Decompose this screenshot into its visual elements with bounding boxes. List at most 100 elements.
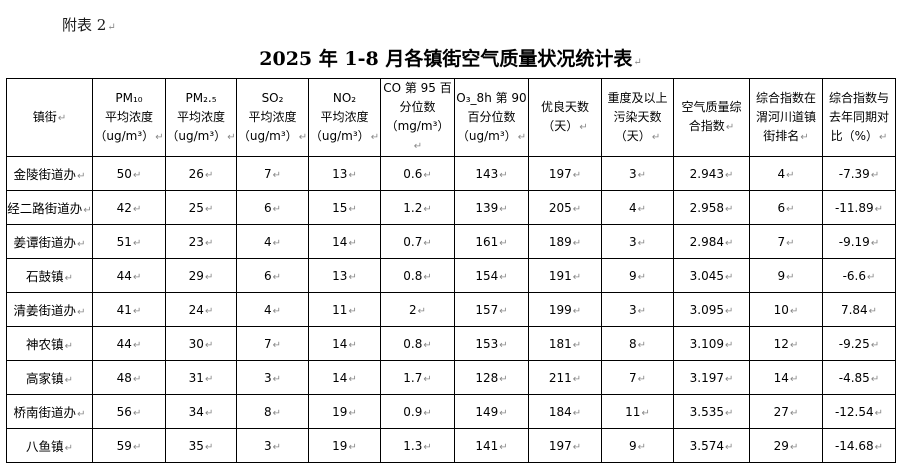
value-cell: 25 (165, 190, 237, 225)
value-cell: 29 (749, 428, 823, 463)
value-cell: -12.54 (822, 394, 896, 429)
table-row: 姜谭街道办51234140.716118932.9847-9.19 (6, 224, 896, 259)
value-cell: 8 (601, 326, 674, 361)
column-header: CO 第 95 百分位数 （mg/m³） (380, 78, 455, 157)
value-cell: 0.8 (380, 326, 455, 361)
column-header-line: 比（%） (823, 127, 895, 147)
value-cell: -6.6 (822, 258, 896, 293)
value-cell: 3 (601, 224, 674, 259)
column-header-line: NO₂ (332, 90, 357, 105)
column-header-line: 平均浓度 (104, 109, 153, 124)
column-header-line: （天） (602, 127, 673, 147)
appendix-label: 附表 2 (62, 14, 116, 35)
table-row: 高家镇48313141.712821173.19714-4.85 (6, 360, 896, 395)
column-header-line: 分位数 (399, 100, 436, 114)
value-cell: 7 (236, 326, 309, 361)
value-cell: 3.095 (673, 292, 750, 327)
column-header: 镇街 (6, 78, 93, 157)
value-cell: 3 (236, 428, 309, 463)
value-cell: 44 (92, 326, 166, 361)
column-header-line: （ug/m³） (455, 127, 528, 147)
value-cell: 27 (749, 394, 823, 429)
column-header-line: PM₁₀ (115, 90, 143, 105)
value-cell: 2.984 (673, 224, 750, 259)
value-cell: 10 (749, 292, 823, 327)
value-cell: -9.25 (822, 326, 896, 361)
table-row: 桥南街道办56348190.9149184113.53527-12.54 (6, 394, 896, 429)
value-cell: 11 (601, 394, 674, 429)
column-header: NO₂ 平均浓度 （ug/m³） (308, 78, 381, 157)
value-cell: 19 (308, 428, 381, 463)
value-cell: 12 (749, 326, 823, 361)
column-header: O₃_8h 第 90 百分位数 （ug/m³） (454, 78, 529, 157)
value-cell: 181 (528, 326, 602, 361)
value-cell: 35 (165, 428, 237, 463)
value-cell: 1.2 (380, 190, 455, 225)
value-cell: 153 (454, 326, 529, 361)
column-header-line: （ug/m³） (237, 127, 308, 147)
value-cell: 6 (236, 190, 309, 225)
value-cell: 7 (236, 156, 309, 191)
air-quality-table: 镇街 PM₁₀ 平均浓度 （ug/m³） PM₂.₅ 平均浓度 （ug/m³） SO₂ 平均浓度… (6, 78, 896, 463)
town-name-cell: 姜谭街道办 (6, 224, 93, 259)
value-cell: 42 (92, 190, 166, 225)
table-row: 经二路街道办42256151.213920542.9586-11.89 (6, 190, 896, 225)
column-header-line: O₃_8h 第 90 (456, 90, 527, 105)
value-cell: 14 (749, 360, 823, 395)
value-cell: 3.045 (673, 258, 750, 293)
value-cell: 29 (165, 258, 237, 293)
column-header-line: PM₂.₅ (185, 90, 217, 105)
town-name-cell: 高家镇 (6, 360, 93, 395)
value-cell: 3.535 (673, 394, 750, 429)
town-name-cell: 石鼓镇 (6, 258, 93, 293)
value-cell: 4 (749, 156, 823, 191)
column-header-line: （天） (529, 117, 601, 137)
column-header-line: 去年同期对 (828, 109, 889, 124)
value-cell: 31 (165, 360, 237, 395)
column-header: PM₁₀ 平均浓度 （ug/m³） (92, 78, 166, 157)
column-header: 综合指数在 渭河川道镇 街排名 (749, 78, 823, 157)
value-cell: 3 (236, 360, 309, 395)
value-cell: 2.943 (673, 156, 750, 191)
column-header-line: 重度及以上 (607, 90, 668, 105)
column-header: 空气质量综 合指数 (673, 78, 750, 157)
value-cell: 56 (92, 394, 166, 429)
value-cell: 1.3 (380, 428, 455, 463)
value-cell: 0.7 (380, 224, 455, 259)
column-header-line: （mg/m³） (381, 117, 454, 156)
value-cell: 157 (454, 292, 529, 327)
value-cell: 143 (454, 156, 529, 191)
value-cell: 15 (308, 190, 381, 225)
column-header-line: 空气质量综 (681, 100, 742, 114)
value-cell: 14 (308, 326, 381, 361)
value-cell: 9 (601, 428, 674, 463)
column-header-line: 综合指数在 (755, 90, 816, 105)
value-cell: 34 (165, 394, 237, 429)
value-cell: 9 (749, 258, 823, 293)
value-cell: 14 (308, 360, 381, 395)
column-header-line: 街排名 (750, 127, 822, 147)
value-cell: 13 (308, 258, 381, 293)
column-header: 优良天数 （天） (528, 78, 602, 157)
value-cell: 41 (92, 292, 166, 327)
value-cell: 30 (165, 326, 237, 361)
value-cell: -7.39 (822, 156, 896, 191)
value-cell: 24 (165, 292, 237, 327)
column-header-line: 镇街 (7, 108, 92, 128)
value-cell: 3 (601, 292, 674, 327)
value-cell: 3.197 (673, 360, 750, 395)
column-header-line: 合指数 (674, 117, 749, 137)
value-cell: 189 (528, 224, 602, 259)
value-cell: 3.574 (673, 428, 750, 463)
town-name-cell: 八鱼镇 (6, 428, 93, 463)
value-cell: 7 (601, 360, 674, 395)
value-cell: 0.6 (380, 156, 455, 191)
column-header-line: 优良天数 (540, 100, 589, 114)
value-cell: 7 (749, 224, 823, 259)
value-cell: 139 (454, 190, 529, 225)
value-cell: 11 (308, 292, 381, 327)
value-cell: 205 (528, 190, 602, 225)
value-cell: 6 (749, 190, 823, 225)
value-cell: 197 (528, 156, 602, 191)
column-header: 重度及以上 污染天数 （天） (601, 78, 674, 157)
